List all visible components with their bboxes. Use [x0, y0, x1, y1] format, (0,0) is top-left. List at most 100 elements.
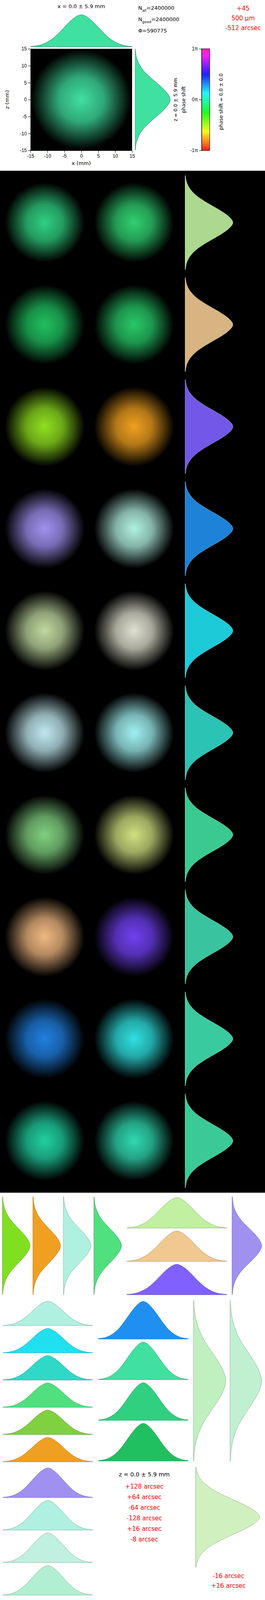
colorbar-cell — [201, 86, 210, 89]
colorbar-cell — [201, 131, 210, 134]
histogram-area — [126, 1197, 227, 1228]
beam-spot — [94, 692, 175, 773]
colorbar-cell — [201, 82, 210, 85]
tick-label: 1π — [191, 45, 198, 52]
beam-spot — [31, 49, 132, 150]
histogram-area — [184, 787, 233, 882]
row-histogram — [184, 277, 233, 372]
collage-histogram — [93, 1196, 122, 1295]
collage-histogram — [2, 1532, 93, 1563]
stat: Ngood=2400000 — [138, 16, 180, 24]
colorbar-cell — [201, 143, 210, 146]
histogram-area — [184, 583, 233, 678]
colorbar-cell — [201, 97, 210, 100]
colorbar-cell — [201, 67, 210, 70]
tick: 0 — [23, 96, 31, 103]
colorbar-cell — [201, 147, 210, 150]
row-histogram — [184, 685, 233, 780]
tick-mark — [28, 133, 31, 134]
colorbar-cell — [201, 54, 210, 57]
colorbar-cell — [201, 89, 210, 92]
header-label: -512 arcsec — [225, 24, 261, 32]
collage-histogram — [193, 1300, 226, 1462]
tick: 15 — [129, 150, 136, 159]
footer-label: +16 arcsec — [211, 1581, 246, 1590]
annotation: +16 arcsec — [127, 1524, 162, 1533]
colorbar-cell — [201, 109, 210, 112]
histogram-area — [232, 1196, 262, 1295]
colorbar-cell — [201, 96, 210, 99]
histogram-area — [63, 1196, 92, 1295]
row-image — [4, 182, 85, 263]
colorbar-cell — [201, 50, 210, 53]
tick-label: 0 — [23, 96, 27, 103]
tick: 5 — [97, 150, 100, 159]
tick-label: 0 — [80, 153, 83, 159]
histogram-area — [98, 1382, 189, 1421]
axis-line — [30, 150, 133, 154]
collage-histogram — [2, 1565, 93, 1595]
histogram-area — [2, 1328, 93, 1353]
histogram-area — [2, 1196, 31, 1295]
collage-histogram — [98, 1382, 189, 1421]
rows-background — [0, 170, 265, 1193]
histogram-area — [184, 175, 233, 270]
collage-histogram — [195, 1466, 260, 1567]
annotation: +128 arcsec — [125, 1482, 164, 1491]
row-histogram — [184, 889, 233, 984]
row-histogram — [184, 481, 233, 576]
tick-label: 0π — [191, 96, 198, 103]
row-image — [4, 692, 85, 773]
colorbar-cell — [201, 145, 210, 148]
beam-spot — [4, 284, 85, 365]
histogram-area — [2, 1437, 93, 1462]
tick-label: -10 — [43, 153, 52, 159]
annotation: -8 arcsec — [130, 1535, 159, 1543]
tick-label: -10 — [19, 130, 28, 137]
beam-spot — [4, 488, 85, 569]
tick-mark — [81, 150, 82, 153]
header-label: +45 — [236, 4, 250, 13]
histogram-area — [230, 1300, 262, 1462]
histogram — [134, 48, 171, 151]
collage-histogram — [2, 1409, 93, 1435]
tick-mark — [199, 150, 202, 151]
annotation: -128 arcsec — [126, 1514, 162, 1522]
row-image — [94, 896, 175, 977]
row-image — [4, 1100, 85, 1181]
axis-line — [28, 49, 31, 151]
colorbar-cell — [201, 91, 210, 94]
tick: -15 — [27, 150, 35, 159]
colorbar-cell — [201, 125, 210, 128]
histogram-area — [184, 481, 233, 576]
row-histogram — [184, 991, 233, 1086]
row-histogram — [184, 583, 233, 678]
axis: -15-10-5051015 — [19, 45, 31, 154]
annotation: +64 arcsec — [127, 1493, 162, 1501]
histogram-title: x = 0.0 ± 5.9 mm — [57, 3, 106, 10]
tick: -15 — [19, 147, 31, 154]
background — [0, 0, 265, 171]
colorbar-cell — [201, 77, 210, 80]
tick: 5 — [23, 80, 31, 86]
annotation: -64 arcsec — [128, 1503, 161, 1512]
colorbar-cell — [201, 123, 210, 126]
tick-label: -1π — [190, 147, 198, 154]
stat: Φ=590775 — [138, 27, 168, 34]
collage-histogram — [2, 1355, 93, 1380]
colorbar-cell — [201, 106, 210, 109]
tick-mark — [28, 65, 31, 67]
histogram-area — [184, 685, 233, 780]
beam-spot — [94, 896, 175, 977]
histogram-area — [184, 991, 233, 1086]
tick-label: 10 — [112, 153, 119, 159]
tick: -10 — [43, 150, 52, 159]
histogram-area — [2, 1500, 93, 1530]
colorbar-cell — [201, 65, 210, 68]
colorbar-cell — [201, 48, 210, 51]
colorbar-cell — [201, 58, 210, 61]
tick: -1π — [190, 147, 202, 154]
colorbar-cell — [201, 141, 210, 144]
histogram-area — [2, 1532, 93, 1563]
histogram-area — [2, 1355, 93, 1380]
